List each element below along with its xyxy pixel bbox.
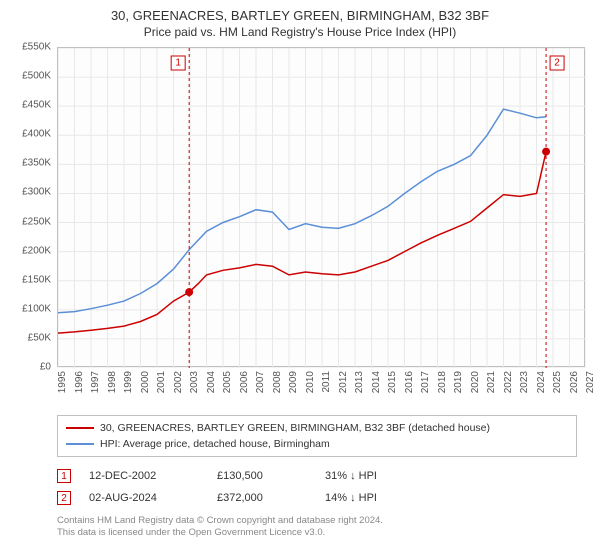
y-tick-label: £200K <box>22 245 51 256</box>
x-axis: 1995199619971998199920002001200220032004… <box>57 369 585 389</box>
chart-subtitle: Price paid vs. HM Land Registry's House … <box>15 25 585 39</box>
y-tick-label: £450K <box>22 100 51 111</box>
footer: Contains HM Land Registry data © Crown c… <box>57 515 585 540</box>
footer-line2: This data is licensed under the Open Gov… <box>57 527 585 539</box>
x-tick-label: 2009 <box>288 371 299 393</box>
y-tick-label: £250K <box>22 216 51 227</box>
transaction-badge: 1 <box>57 469 71 483</box>
x-tick-label: 1996 <box>74 371 85 393</box>
x-tick-label: 2000 <box>140 371 151 393</box>
x-tick-label: 2015 <box>387 371 398 393</box>
gridlines <box>58 48 586 368</box>
x-tick-label: 2022 <box>503 371 514 393</box>
chart-container: 30, GREENACRES, BARTLEY GREEN, BIRMINGHA… <box>0 0 600 560</box>
x-tick-label: 1998 <box>107 371 118 393</box>
x-tick-label: 2025 <box>552 371 563 393</box>
legend-row-property: 30, GREENACRES, BARTLEY GREEN, BIRMINGHA… <box>66 420 568 436</box>
x-tick-label: 2023 <box>519 371 530 393</box>
x-tick-label: 2012 <box>338 371 349 393</box>
x-tick-label: 2004 <box>206 371 217 393</box>
x-tick-label: 1999 <box>123 371 134 393</box>
transaction-badge: 2 <box>57 491 71 505</box>
series-group <box>58 109 546 333</box>
x-tick-label: 2020 <box>470 371 481 393</box>
transaction-diff: 14% ↓ HPI <box>325 492 435 504</box>
y-tick-label: £350K <box>22 158 51 169</box>
x-tick-label: 1997 <box>90 371 101 393</box>
x-tick-label: 2019 <box>453 371 464 393</box>
x-tick-label: 2013 <box>354 371 365 393</box>
x-tick-label: 2010 <box>305 371 316 393</box>
transaction-date: 12-DEC-2002 <box>89 470 199 482</box>
legend: 30, GREENACRES, BARTLEY GREEN, BIRMINGHA… <box>57 415 577 457</box>
transaction-date: 02-AUG-2024 <box>89 492 199 504</box>
transaction-price: £130,500 <box>217 470 307 482</box>
x-tick-label: 2007 <box>255 371 266 393</box>
markers-group: 12 <box>171 48 564 368</box>
legend-label: 30, GREENACRES, BARTLEY GREEN, BIRMINGHA… <box>100 422 490 434</box>
marker-num-1: 1 <box>175 58 181 69</box>
x-tick-label: 2016 <box>404 371 415 393</box>
x-tick-label: 2008 <box>272 371 283 393</box>
marker-dot-1 <box>185 288 193 296</box>
plot-region: 12 <box>57 47 585 367</box>
x-tick-label: 2011 <box>321 371 332 393</box>
legend-swatch <box>66 427 94 429</box>
x-tick-label: 2024 <box>536 371 547 393</box>
y-tick-label: £0 <box>40 362 51 373</box>
legend-swatch <box>66 443 94 445</box>
y-tick-label: £500K <box>22 71 51 82</box>
y-tick-label: £100K <box>22 303 51 314</box>
y-axis: £0£50K£100K£150K£200K£250K£300K£350K£400… <box>15 47 55 367</box>
x-tick-label: 2005 <box>222 371 233 393</box>
transaction-price: £372,000 <box>217 492 307 504</box>
legend-label: HPI: Average price, detached house, Birm… <box>100 438 330 450</box>
y-tick-label: £50K <box>28 332 51 343</box>
chart-area: £0 £50K £100K £150K £200K £250K £300K £350K £400… <box>15 47 585 387</box>
x-tick-label: 2021 <box>486 371 497 393</box>
transaction-diff: 31% ↓ HPI <box>325 470 435 482</box>
y-tick-label: £550K <box>22 42 51 53</box>
x-tick-label: 2001 <box>156 371 167 393</box>
x-tick-label: 2018 <box>437 371 448 393</box>
transactions-table: 1 12-DEC-2002 £130,500 31% ↓ HPI 2 02-AUG-202… <box>57 465 577 509</box>
series-property <box>58 152 546 334</box>
x-tick-label: 2014 <box>371 371 382 393</box>
transaction-row: 1 12-DEC-2002 £130,500 31% ↓ HPI <box>57 465 577 487</box>
marker-num-2: 2 <box>554 58 560 69</box>
marker-dot-2 <box>542 148 550 156</box>
y-tick-label: £300K <box>22 187 51 198</box>
plot-svg: 12 <box>58 48 586 368</box>
title-block: 30, GREENACRES, BARTLEY GREEN, BIRMINGHA… <box>15 8 585 39</box>
x-tick-label: 2027 <box>585 371 596 393</box>
x-tick-label: 2002 <box>173 371 184 393</box>
y-tick-label: £150K <box>22 274 51 285</box>
series-hpi <box>58 109 546 313</box>
transaction-row: 2 02-AUG-2024 £372,000 14% ↓ HPI <box>57 487 577 509</box>
x-tick-label: 1995 <box>57 371 68 393</box>
x-tick-label: 2026 <box>569 371 580 393</box>
x-tick-label: 2017 <box>420 371 431 393</box>
y-tick-label: £400K <box>22 129 51 140</box>
x-tick-label: 2006 <box>239 371 250 393</box>
chart-title: 30, GREENACRES, BARTLEY GREEN, BIRMINGHA… <box>15 8 585 23</box>
x-tick-label: 2003 <box>189 371 200 393</box>
footer-line1: Contains HM Land Registry data © Crown c… <box>57 515 585 527</box>
legend-row-hpi: HPI: Average price, detached house, Birm… <box>66 436 568 452</box>
